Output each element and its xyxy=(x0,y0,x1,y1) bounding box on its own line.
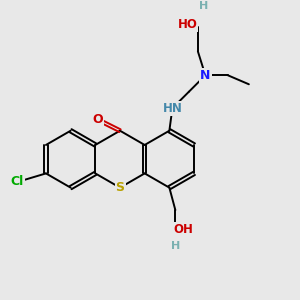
Text: O: O xyxy=(92,113,103,126)
Text: HN: HN xyxy=(162,102,182,115)
Text: N: N xyxy=(200,69,211,82)
Text: OH: OH xyxy=(173,223,193,236)
Text: S: S xyxy=(116,181,124,194)
Text: H: H xyxy=(171,241,180,251)
Text: HO: HO xyxy=(177,18,197,31)
Text: H: H xyxy=(199,2,208,11)
Text: Cl: Cl xyxy=(11,175,24,188)
